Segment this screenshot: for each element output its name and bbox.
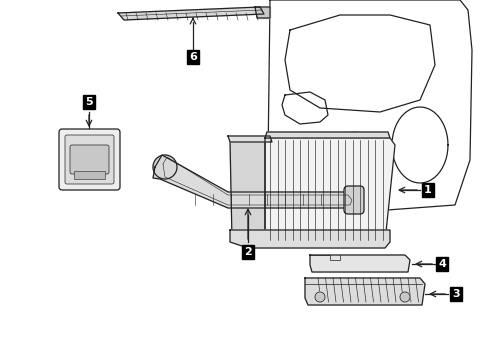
Polygon shape [310,255,410,272]
Polygon shape [118,7,264,20]
Bar [74,171,105,179]
Polygon shape [285,15,435,112]
Text: 1: 1 [424,185,432,195]
Polygon shape [230,230,390,248]
Polygon shape [228,136,272,142]
FancyBboxPatch shape [59,129,120,190]
Circle shape [315,292,325,302]
Text: 6: 6 [189,52,197,62]
Polygon shape [392,107,448,183]
Polygon shape [265,132,390,138]
Circle shape [400,292,410,302]
Text: 4: 4 [438,259,446,269]
Polygon shape [230,140,265,242]
Polygon shape [255,7,270,18]
FancyBboxPatch shape [70,145,109,174]
FancyBboxPatch shape [344,186,364,214]
Circle shape [153,155,177,179]
FancyBboxPatch shape [65,135,114,184]
Polygon shape [153,155,355,208]
Text: 3: 3 [452,289,460,299]
Polygon shape [282,92,328,124]
Polygon shape [265,138,395,242]
Polygon shape [335,132,375,188]
Polygon shape [305,278,425,305]
Polygon shape [268,0,472,212]
Text: 2: 2 [244,247,252,257]
Text: 5: 5 [85,97,93,107]
